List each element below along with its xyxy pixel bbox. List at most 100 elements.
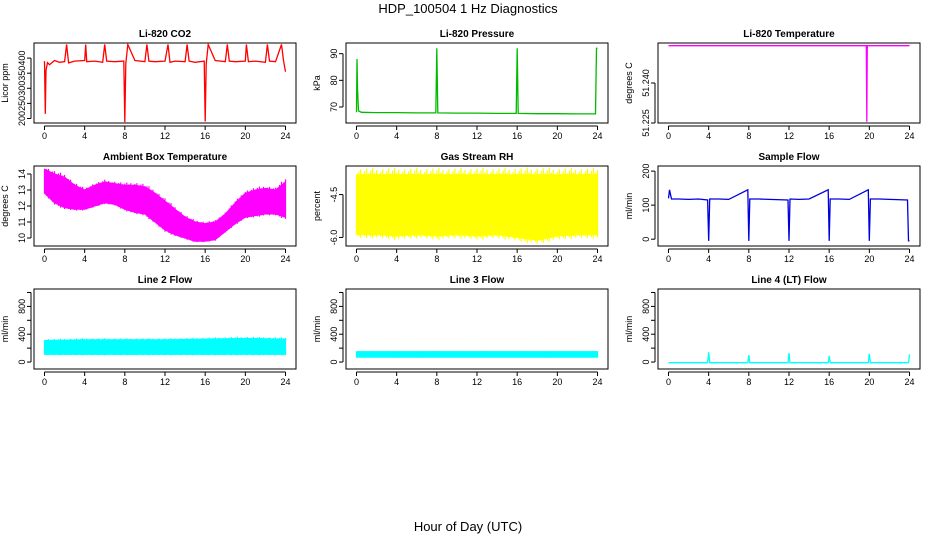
x-tick-label: 16 — [200, 377, 210, 387]
x-tick-label: 0 — [42, 377, 47, 387]
x-tick-label: 8 — [746, 131, 751, 141]
x-tick-label: 16 — [512, 131, 522, 141]
x-tick-label: 4 — [82, 254, 87, 264]
chart-panel-8: Line 3 Flow 0 4 8 12 16 20 24 0 400 800 ml/min — [312, 275, 609, 387]
x-tick-label: 24 — [905, 377, 915, 387]
x-tick-label: 0 — [666, 254, 671, 264]
page-title: HDP_100504 1 Hz Diagnostics — [378, 1, 558, 16]
x-tick-label: 4 — [706, 131, 711, 141]
x-tick-label: 16 — [512, 254, 522, 264]
y-tick-label: 0 — [641, 360, 651, 365]
x-tick-label: 12 — [160, 131, 170, 141]
panel-title: Line 4 (LT) Flow — [751, 275, 827, 286]
panel-title: Li-820 Temperature — [743, 29, 835, 40]
y-tick-label: 400 — [329, 327, 339, 342]
y-axis-label: ml/min — [624, 316, 634, 343]
x-tick-label: 20 — [240, 254, 250, 264]
plot-frame — [657, 165, 921, 247]
series-layer — [355, 47, 598, 115]
series-line — [668, 352, 911, 364]
plot-frame — [33, 165, 297, 247]
chart-panel-5: Gas Stream RH 0 4 8 12 16 20 24 -6.0 -4.5 percent — [312, 152, 609, 264]
series-layer — [668, 45, 910, 122]
x-tick-label: 20 — [864, 254, 874, 264]
y-axis-label: ml/min — [0, 316, 10, 343]
x-tick-label: 12 — [784, 377, 794, 387]
x-tick-label: 16 — [200, 131, 210, 141]
y-tick-label: 51.240 — [641, 69, 651, 97]
x-tick-label: 8 — [122, 254, 127, 264]
y-tick-label: 100 — [641, 198, 651, 213]
y-tick-label: 90 — [329, 49, 339, 59]
x-tick-label: 12 — [160, 377, 170, 387]
plot-frame — [345, 42, 609, 124]
x-tick-label: 20 — [864, 131, 874, 141]
x-tick-label: 24 — [905, 131, 915, 141]
chart-panel-6: Sample Flow 0 4 8 12 16 20 24 0 100 200 ml/min — [624, 152, 921, 264]
panel-title: Gas Stream RH — [441, 152, 514, 163]
series-layer — [667, 188, 910, 242]
plot-frame — [657, 42, 921, 124]
x-tick-label: 12 — [160, 254, 170, 264]
x-tick-label: 24 — [281, 131, 291, 141]
chart-panel-7: Line 2 Flow 0 4 8 12 16 20 24 0 400 800 ml/min — [0, 275, 297, 387]
series-line — [43, 43, 287, 123]
x-tick-label: 16 — [824, 131, 834, 141]
x-tick-label: 4 — [706, 377, 711, 387]
y-tick-label: 350 — [17, 66, 27, 81]
y-tick-label: 10 — [17, 233, 27, 243]
series-line — [668, 45, 910, 122]
x-tick-label: 4 — [394, 254, 399, 264]
y-tick-label: 51.225 — [641, 109, 651, 137]
x-tick-label: 0 — [42, 254, 47, 264]
x-tick-label: 16 — [512, 377, 522, 387]
y-tick-label: 200 — [17, 111, 27, 126]
x-tick-label: 0 — [42, 131, 47, 141]
y-tick-label: 200 — [641, 164, 651, 179]
y-tick-label: -4.5 — [329, 187, 339, 203]
y-tick-label: 70 — [329, 102, 339, 112]
plot-frame — [345, 165, 609, 247]
plot-frame — [33, 288, 297, 370]
panel-title: Line 3 Flow — [450, 275, 505, 286]
y-axis-label: ml/min — [624, 193, 634, 220]
series-layer — [355, 351, 599, 358]
x-tick-label: 12 — [472, 254, 482, 264]
y-tick-label: 0 — [329, 360, 339, 365]
panel-title: Line 2 Flow — [138, 275, 193, 286]
x-tick-label: 12 — [472, 377, 482, 387]
x-tick-label: 24 — [281, 377, 291, 387]
chart-panel-2: Li-820 Pressure 0 4 8 12 16 20 24 70 80 90 kPa — [312, 29, 609, 141]
x-tick-label: 8 — [746, 254, 751, 264]
x-tick-label: 12 — [784, 254, 794, 264]
x-tick-label: 8 — [434, 254, 439, 264]
x-tick-label: 4 — [394, 131, 399, 141]
x-tick-label: 16 — [824, 377, 834, 387]
x-tick-label: 24 — [281, 254, 291, 264]
x-tick-label: 20 — [552, 131, 562, 141]
y-tick-label: 400 — [641, 327, 651, 342]
panel-title: Ambient Box Temperature — [103, 152, 228, 163]
y-axis-label: degrees C — [0, 185, 10, 227]
panel-title: Li-820 CO2 — [139, 29, 192, 40]
x-tick-label: 8 — [122, 131, 127, 141]
chart-panel-3: Li-820 Temperature 0 4 8 12 16 20 24 51.225 51.24… — [624, 29, 921, 141]
series-layer — [355, 167, 599, 244]
x-tick-label: 8 — [122, 377, 127, 387]
y-axis-label: kPa — [312, 75, 322, 91]
x-tick-label: 20 — [864, 377, 874, 387]
y-axis-label: Licor ppm — [0, 63, 10, 103]
x-tick-label: 8 — [746, 377, 751, 387]
x-tick-label: 0 — [666, 131, 671, 141]
x-tick-label: 24 — [593, 131, 603, 141]
y-tick-label: 400 — [17, 51, 27, 66]
x-tick-label: 4 — [82, 131, 87, 141]
x-tick-label: 20 — [240, 377, 250, 387]
x-tick-label: 24 — [593, 254, 603, 264]
x-tick-label: 20 — [552, 377, 562, 387]
series-layer — [43, 336, 287, 356]
y-axis-label: degrees C — [624, 62, 634, 104]
plot-frame — [345, 288, 609, 370]
